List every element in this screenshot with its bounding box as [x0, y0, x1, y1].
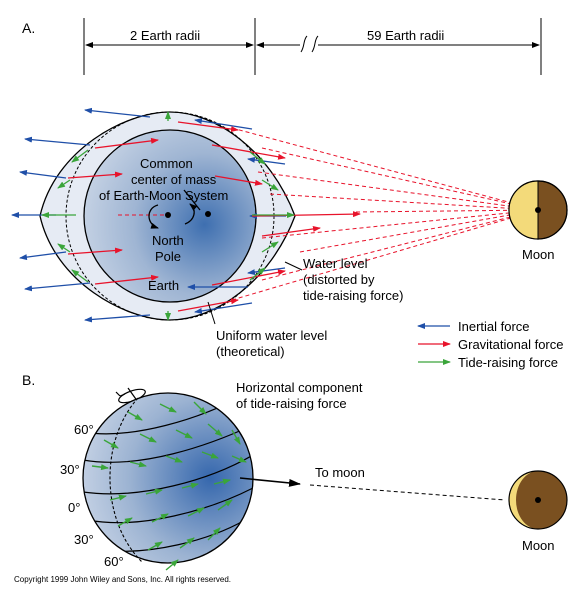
horizontal-component-label-1: Horizontal component: [236, 380, 363, 395]
uniform-water-leader: [207, 301, 216, 325]
uniform-water-label-2: (theoretical): [216, 344, 285, 359]
latitude-30n-label: 30°: [60, 462, 80, 477]
tide-raising-force-arrows: [41, 111, 295, 321]
north-pole-label-1: North: [152, 233, 184, 248]
moon-b-label: Moon: [522, 538, 555, 553]
latitude-30s-label: 30°: [74, 532, 94, 547]
dimension-lines: [83, 18, 542, 75]
dim-earth-label: 2 Earth radii: [130, 28, 200, 43]
latitude-60s-label: 60°: [104, 554, 124, 569]
water-level-label-1: Water level: [303, 256, 368, 271]
gravity-dashed-lines: [118, 127, 539, 301]
water-level-leader: [284, 261, 303, 271]
north-pole-dot: [165, 212, 171, 218]
globe: [82, 392, 254, 564]
rotation-arrows: [148, 189, 201, 229]
legend-tide-label: Tide-raising force: [458, 355, 558, 370]
panel-a-label: A.: [22, 20, 35, 36]
horizontal-component-arrows: [91, 401, 247, 571]
legend: [417, 323, 451, 365]
com-label-2: center of mass: [131, 172, 217, 187]
dim-moon-label: 59 Earth radii: [367, 28, 444, 43]
to-moon-dashed-line: [309, 484, 506, 501]
uniform-water-label-1: Uniform water level: [216, 328, 327, 343]
horizontal-component-label-2: of tide-raising force: [236, 396, 347, 411]
north-pole-label-2: Pole: [155, 249, 181, 264]
water-level-label-2: (distorted by: [303, 272, 375, 287]
moon-a: [508, 180, 568, 240]
center-of-mass-dot: [205, 211, 211, 217]
to-moon-label: To moon: [315, 465, 365, 480]
earth-label: Earth: [148, 278, 179, 293]
com-label-3: of Earth-Moon System: [99, 188, 228, 203]
moon-a-label: Moon: [522, 247, 555, 262]
moon-b: [508, 470, 568, 530]
latitude-60n-label: 60°: [74, 422, 94, 437]
com-label-1: Common: [140, 156, 193, 171]
gravitational-force-arrows: [67, 121, 361, 312]
water-level-label-3: tide-raising force): [303, 288, 403, 303]
legend-gravitational-label: Gravitational force: [458, 337, 564, 352]
panel-b-label: B.: [22, 372, 35, 388]
latitude-0-label: 0°: [68, 500, 80, 515]
meridian: [109, 397, 143, 563]
legend-inertial-label: Inertial force: [458, 319, 530, 334]
to-moon-arrow: [239, 477, 301, 487]
copyright: Copyright 1999 John Wiley and Sons, Inc.…: [14, 575, 231, 584]
